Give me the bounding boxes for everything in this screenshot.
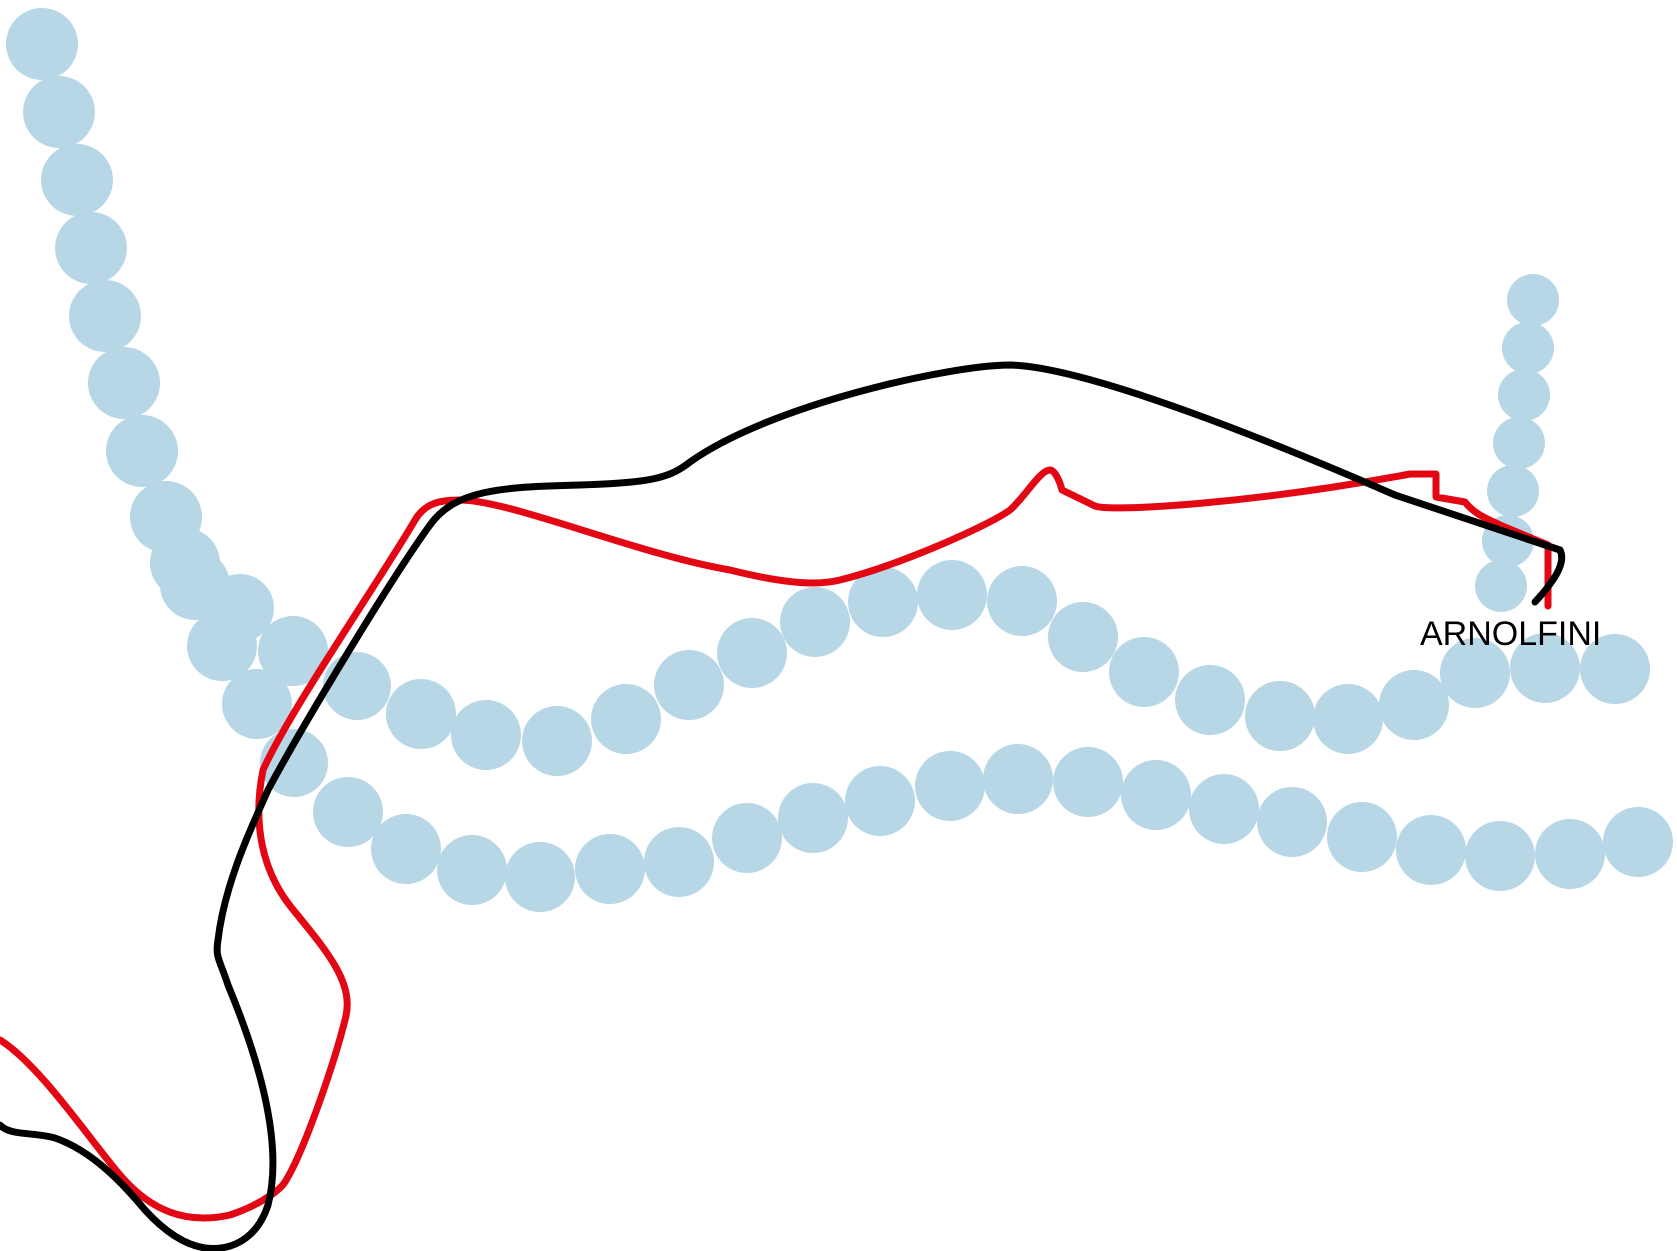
water-dot — [437, 835, 507, 905]
water-dot — [55, 212, 127, 284]
water-dot — [1189, 774, 1259, 844]
water-dot — [1257, 787, 1327, 857]
water-dot — [1313, 684, 1383, 754]
water-dot — [323, 652, 391, 720]
water-dot — [1535, 819, 1605, 889]
water-dot — [987, 566, 1057, 636]
water-dot — [1603, 807, 1673, 877]
black-route-line — [0, 361, 1566, 1251]
water-dot — [41, 144, 113, 216]
water-dots — [6, 8, 1673, 912]
water-dot — [1507, 274, 1559, 326]
water-dot — [712, 803, 782, 873]
water-dot — [1379, 670, 1449, 740]
water-dot — [23, 76, 95, 148]
place-label-arnolfini: ARNOLFINI — [1420, 615, 1601, 653]
water-dot — [1502, 322, 1554, 374]
water-dot — [915, 751, 985, 821]
water-dot — [983, 744, 1053, 814]
water-dot — [88, 347, 160, 419]
water-dot — [1048, 602, 1118, 672]
water-dot — [654, 650, 724, 720]
water-dot — [1396, 815, 1466, 885]
water-dot — [778, 783, 848, 853]
water-dot — [505, 842, 575, 912]
water-dot — [106, 415, 178, 487]
water-dot — [371, 814, 441, 884]
water-dot — [258, 616, 328, 686]
water-dot — [1121, 760, 1191, 830]
water-dot — [1245, 681, 1315, 751]
water-dot — [522, 706, 592, 776]
water-dot — [1498, 369, 1550, 421]
water-dot — [644, 827, 714, 897]
water-dot — [1475, 560, 1527, 612]
water-dot — [1510, 633, 1580, 703]
water-dot — [1053, 747, 1123, 817]
water-dot — [386, 679, 456, 749]
water-dot — [1487, 465, 1539, 517]
water-dot — [591, 684, 661, 754]
water-dot — [1465, 821, 1535, 891]
water-dot — [717, 618, 787, 688]
water-dot — [222, 669, 292, 739]
water-dot — [1175, 665, 1245, 735]
water-dot — [1580, 634, 1650, 704]
water-dot — [187, 611, 257, 681]
water-dot — [1327, 802, 1397, 872]
water-dot — [451, 700, 521, 770]
water-dot — [69, 280, 141, 352]
water-dot — [917, 560, 987, 630]
water-dot — [848, 567, 918, 637]
water-dot — [575, 834, 645, 904]
water-dot — [780, 587, 850, 657]
water-dot — [313, 777, 383, 847]
water-dot — [845, 766, 915, 836]
water-dot — [6, 8, 78, 80]
water-dot — [1440, 638, 1510, 708]
water-dot — [1109, 637, 1179, 707]
water-dot — [1493, 417, 1545, 469]
